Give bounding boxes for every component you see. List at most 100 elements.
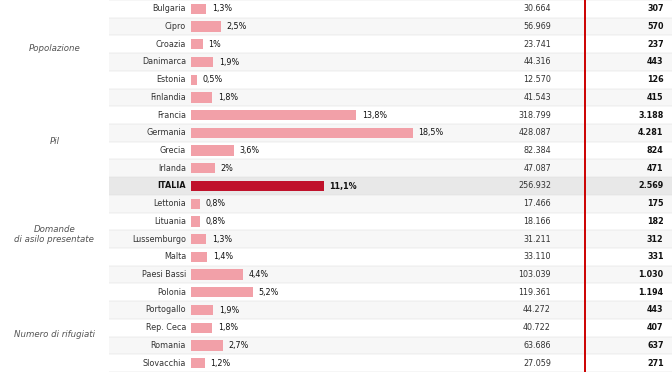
Text: Francia: Francia [157, 110, 186, 120]
Text: 33.110: 33.110 [523, 252, 551, 262]
Text: Irlanda: Irlanda [158, 164, 186, 173]
Text: 331: 331 [647, 252, 663, 262]
Text: 82.384: 82.384 [523, 146, 551, 155]
Text: Polonia: Polonia [157, 288, 186, 297]
Bar [109, 337, 672, 354]
Text: Malta: Malta [164, 252, 186, 262]
Text: 119.361: 119.361 [518, 288, 551, 297]
Text: Lituania: Lituania [154, 217, 186, 226]
Text: 56.969: 56.969 [523, 22, 551, 31]
Text: 0,5%: 0,5% [202, 75, 222, 84]
Bar [191, 181, 324, 191]
Bar [191, 269, 243, 280]
Text: 0,8%: 0,8% [206, 199, 226, 208]
Text: 1,2%: 1,2% [210, 359, 230, 368]
Text: 13,8%: 13,8% [362, 110, 387, 120]
Text: Domande
di asilo presentate: Domande di asilo presentate [15, 225, 94, 244]
Text: 17.466: 17.466 [523, 199, 551, 208]
Bar [191, 4, 206, 14]
Text: 40.722: 40.722 [523, 323, 551, 332]
Text: 443: 443 [647, 58, 663, 67]
Bar [109, 160, 672, 177]
Text: 47.087: 47.087 [523, 164, 551, 173]
Text: Germania: Germania [146, 128, 186, 137]
Bar [191, 163, 214, 173]
Bar [109, 248, 672, 266]
Text: 4,4%: 4,4% [249, 270, 269, 279]
Text: Rep. Ceca: Rep. Ceca [146, 323, 186, 332]
Text: Estonia: Estonia [157, 75, 186, 84]
Text: Lettonia: Lettonia [153, 199, 186, 208]
Bar [109, 319, 672, 337]
Text: 570: 570 [647, 22, 663, 31]
Bar [109, 106, 672, 124]
Bar [109, 230, 672, 248]
Text: Danimarca: Danimarca [142, 58, 186, 67]
Bar [191, 199, 200, 209]
Text: Croazia: Croazia [156, 40, 186, 49]
Text: 1,4%: 1,4% [213, 252, 233, 262]
Bar [191, 128, 413, 138]
Bar [191, 110, 356, 120]
Text: 5,2%: 5,2% [259, 288, 279, 297]
Bar [109, 354, 672, 372]
Bar [109, 18, 672, 35]
Bar [109, 283, 672, 301]
Text: Cipro: Cipro [165, 22, 186, 31]
Bar [109, 124, 672, 142]
Bar [191, 287, 253, 298]
Text: 18.166: 18.166 [523, 217, 551, 226]
Text: 18,5%: 18,5% [419, 128, 444, 137]
Text: 2.569: 2.569 [638, 182, 663, 190]
Bar [109, 142, 672, 160]
Bar [109, 177, 672, 195]
Text: 2,7%: 2,7% [228, 341, 249, 350]
Bar [109, 0, 672, 18]
Text: 30.664: 30.664 [523, 4, 551, 13]
Bar [109, 53, 672, 71]
Bar [191, 57, 214, 67]
Text: 1,9%: 1,9% [219, 58, 239, 67]
Text: 182: 182 [647, 217, 663, 226]
Text: 1%: 1% [208, 40, 221, 49]
Bar [191, 234, 206, 244]
Text: 307: 307 [647, 4, 663, 13]
Text: 1.030: 1.030 [638, 270, 663, 279]
Bar [191, 252, 208, 262]
Text: 2%: 2% [220, 164, 233, 173]
Text: 3.188: 3.188 [638, 110, 663, 120]
Text: 63.686: 63.686 [523, 341, 551, 350]
Text: 443: 443 [647, 305, 663, 314]
Text: 1.194: 1.194 [638, 288, 663, 297]
Text: 31.211: 31.211 [523, 235, 551, 244]
Text: 407: 407 [647, 323, 663, 332]
Text: 103.039: 103.039 [518, 270, 551, 279]
Text: 256.932: 256.932 [518, 182, 551, 190]
Text: Lussemburgo: Lussemburgo [132, 235, 186, 244]
Bar [109, 301, 672, 319]
Bar [191, 74, 196, 85]
Text: 12.570: 12.570 [523, 75, 551, 84]
Text: 41.543: 41.543 [523, 93, 551, 102]
Text: 0,8%: 0,8% [206, 217, 226, 226]
Bar [109, 89, 672, 106]
Text: Romania: Romania [151, 341, 186, 350]
Bar [191, 145, 234, 156]
Text: 824: 824 [647, 146, 663, 155]
Bar [191, 358, 205, 368]
Bar [191, 22, 220, 32]
Text: 4.281: 4.281 [638, 128, 663, 137]
Bar [191, 92, 212, 103]
Text: 637: 637 [647, 341, 663, 350]
Text: Slovacchia: Slovacchia [142, 359, 186, 368]
Bar [191, 39, 202, 49]
Text: 312: 312 [647, 235, 663, 244]
Text: 11,1%: 11,1% [329, 182, 358, 190]
Text: 318.799: 318.799 [518, 110, 551, 120]
Text: 1,8%: 1,8% [218, 93, 238, 102]
Text: 471: 471 [647, 164, 663, 173]
Text: 126: 126 [647, 75, 663, 84]
Text: Popolazione: Popolazione [28, 44, 81, 53]
Text: Finlandia: Finlandia [151, 93, 186, 102]
Text: 271: 271 [647, 359, 663, 368]
